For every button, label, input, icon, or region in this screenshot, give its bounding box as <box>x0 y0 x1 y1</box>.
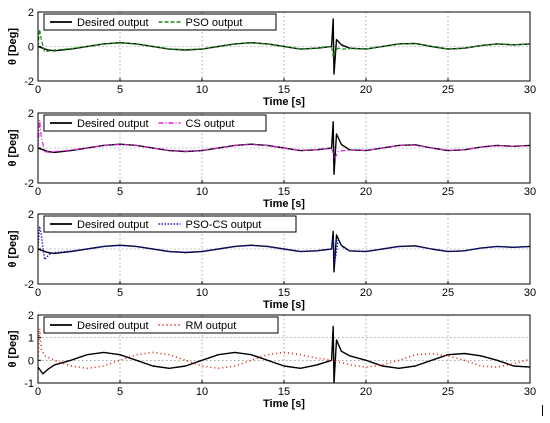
series-group <box>38 119 530 176</box>
x-tick-label: 15 <box>278 287 290 299</box>
y-tick-label: -2 <box>24 178 34 190</box>
legend-label-0: Desired output <box>77 219 149 231</box>
x-tick-label: 25 <box>442 186 454 198</box>
legend-label-1: CS output <box>186 118 235 130</box>
legend: Desired output CS output <box>43 114 267 132</box>
series-line-1 <box>38 327 530 370</box>
legend-label-0: Desired output <box>77 118 149 130</box>
legend-label-0: Desired output <box>77 17 149 29</box>
legend-label-1: RM output <box>186 320 237 332</box>
x-tick-label: 5 <box>117 186 123 198</box>
series-line-1 <box>38 119 530 160</box>
legend: Desired output PSO-CS output <box>43 215 297 233</box>
text-cursor-mark <box>542 405 543 416</box>
y-tick-label: 0 <box>28 244 34 256</box>
y-tick-label: 2 <box>28 108 34 120</box>
x-tick-label: 20 <box>360 287 372 299</box>
legend-label-0: Desired output <box>77 320 149 332</box>
y-axis-label: θ [Deg] <box>7 129 19 166</box>
y-tick-label: 2 <box>28 310 34 322</box>
y-tick-label: -2 <box>24 76 34 88</box>
x-tick-label: 10 <box>196 186 208 198</box>
x-tick-label: 5 <box>117 84 123 96</box>
y-tick-label: 0 <box>28 355 34 367</box>
x-tick-label: 25 <box>442 287 454 299</box>
y-tick-label: 1 <box>28 333 34 345</box>
series-group <box>38 325 530 383</box>
series-group <box>38 18 530 75</box>
x-axis-label: Time [s] <box>263 299 305 311</box>
x-tick-label: 15 <box>278 186 290 198</box>
legend-label-1: PSO-CS output <box>186 219 262 231</box>
legend: Desired output PSO output <box>43 13 277 31</box>
y-tick-label: 0 <box>28 42 34 54</box>
x-tick-label: 30 <box>524 287 536 299</box>
x-tick-label: 15 <box>278 386 290 398</box>
x-tick-label: 0 <box>35 386 41 398</box>
x-tick-label: 15 <box>278 84 290 96</box>
x-tick-label: 25 <box>442 386 454 398</box>
x-tick-label: 0 <box>35 84 41 96</box>
y-tick-label: 0 <box>28 143 34 155</box>
x-axis-label: Time [s] <box>263 96 305 108</box>
legend-box <box>43 316 279 334</box>
x-tick-label: 30 <box>524 386 536 398</box>
series-line-1 <box>38 28 530 58</box>
y-tick-label: 2 <box>28 209 34 221</box>
legend-label-1: PSO output <box>186 17 243 29</box>
x-tick-label: 20 <box>360 386 372 398</box>
legend: Desired output RM output <box>43 316 279 334</box>
x-tick-label: 25 <box>442 84 454 96</box>
y-axis-label: θ [Deg] <box>7 330 19 367</box>
legend-box <box>43 215 297 233</box>
x-tick-label: 10 <box>196 287 208 299</box>
y-tick-label: -2 <box>24 279 34 291</box>
x-axis-label: Time [s] <box>263 398 305 410</box>
x-tick-label: 30 <box>524 84 536 96</box>
x-tick-label: 20 <box>360 186 372 198</box>
series-line-0 <box>38 325 530 383</box>
legend-box <box>43 114 267 132</box>
x-axis-label: Time [s] <box>263 198 305 210</box>
x-tick-label: 0 <box>35 186 41 198</box>
x-tick-label: 10 <box>196 84 208 96</box>
x-tick-label: 30 <box>524 186 536 198</box>
x-tick-label: 0 <box>35 287 41 299</box>
x-tick-label: 10 <box>196 386 208 398</box>
series-line-1 <box>38 225 530 264</box>
x-tick-label: 20 <box>360 84 372 96</box>
y-axis-label: θ [Deg] <box>7 28 19 65</box>
x-tick-label: 5 <box>117 386 123 398</box>
y-tick-label: -1 <box>24 378 34 390</box>
x-tick-label: 5 <box>117 287 123 299</box>
y-tick-label: 2 <box>28 7 34 19</box>
y-axis-label: θ [Deg] <box>7 230 19 267</box>
series-group <box>38 225 530 273</box>
